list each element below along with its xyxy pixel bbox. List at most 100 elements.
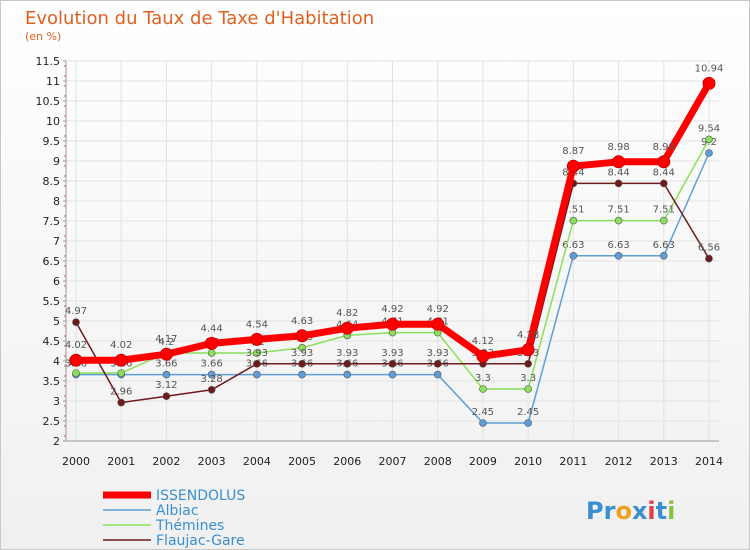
data-label: 4.63 xyxy=(291,316,313,327)
data-label: 4.02 xyxy=(110,340,132,351)
legend-label: ISSENDOLUS xyxy=(156,488,245,504)
x-tick-label: 2006 xyxy=(333,455,361,468)
x-tick-label: 2014 xyxy=(695,455,723,468)
svg-text:Proxiti: Proxiti xyxy=(586,497,675,525)
data-point xyxy=(253,349,261,357)
data-point xyxy=(298,359,306,368)
data-point xyxy=(614,216,623,225)
data-label: 3.66 xyxy=(155,359,177,370)
y-tick-label: 5 xyxy=(53,315,60,328)
data-point xyxy=(659,216,668,225)
y-tick-label: 10.5 xyxy=(36,95,61,108)
brand-letter: o xyxy=(615,497,632,525)
series-group: 3.663.663.663.663.663.663.663.663.662.45… xyxy=(65,63,723,427)
data-label: 6.63 xyxy=(653,240,675,251)
data-label: 3.28 xyxy=(201,374,223,385)
data-point xyxy=(521,343,535,357)
data-point xyxy=(659,252,668,260)
data-point xyxy=(569,216,578,225)
y-tick-label: 9 xyxy=(53,155,60,168)
data-point xyxy=(343,370,352,379)
y-tick-label: 5.5 xyxy=(43,295,61,308)
data-label: 3.3 xyxy=(520,373,536,384)
data-label: 8.98 xyxy=(607,142,629,153)
axes: 2 2.5 3 3.5 4 4.5 5 5.5 6 6.5 7 7.5 8 8.5 9 9.5 10 10.5 11… xyxy=(36,55,724,468)
chart-subtitle: (en %) xyxy=(25,30,61,43)
data-label: 4.28 xyxy=(517,330,539,341)
brand-logo: Proxiti xyxy=(586,497,675,525)
data-point xyxy=(253,370,261,379)
data-point xyxy=(705,149,713,157)
data-label: 7.51 xyxy=(562,205,584,216)
data-point xyxy=(433,359,442,368)
data-label: 3.93 xyxy=(427,348,449,359)
data-label: 3.66 xyxy=(201,359,223,370)
brand-letter: i xyxy=(667,497,675,525)
y-tick-label: 11.5 xyxy=(36,55,61,68)
data-point xyxy=(386,317,399,331)
data-point xyxy=(705,254,713,263)
data-label: 8.87 xyxy=(562,146,584,157)
data-point xyxy=(72,369,80,377)
data-point xyxy=(524,359,532,368)
data-label: 4.92 xyxy=(381,304,403,315)
data-point xyxy=(659,179,668,188)
x-tick-label: 2003 xyxy=(198,455,226,468)
data-label: 3.93 xyxy=(336,348,358,359)
x-tick-label: 2011 xyxy=(559,455,587,468)
data-label: 6.56 xyxy=(698,243,720,254)
x-tick-label: 2010 xyxy=(514,455,542,468)
data-point xyxy=(433,370,442,379)
y-tick-label: 4 xyxy=(53,355,60,368)
data-point xyxy=(614,179,623,188)
brand-letter: Pr xyxy=(586,497,616,525)
data-point xyxy=(298,370,306,379)
data-point xyxy=(657,155,671,169)
data-point xyxy=(566,159,580,173)
x-tick-label: 2008 xyxy=(424,455,452,468)
brand-letter: i xyxy=(647,497,655,525)
y-tick-label: 6 xyxy=(53,275,60,288)
legend-label: Thémines xyxy=(155,518,224,534)
y-tick-label: 3.5 xyxy=(43,375,61,388)
data-point xyxy=(476,349,490,363)
data-point xyxy=(479,419,487,427)
data-point xyxy=(159,347,173,361)
y-tick-label: 9.5 xyxy=(43,135,61,148)
data-label: 6.63 xyxy=(562,240,584,251)
data-label: 2.96 xyxy=(110,387,132,398)
data-point xyxy=(114,353,128,367)
x-tick-label: 2005 xyxy=(288,455,316,468)
data-point xyxy=(524,385,532,393)
data-label: 4.2 xyxy=(158,337,174,348)
data-label: 4.92 xyxy=(427,304,449,315)
data-point xyxy=(702,76,716,90)
y-tick-label: 2.5 xyxy=(43,415,61,428)
data-point xyxy=(295,329,309,343)
y-tick-label: 8.5 xyxy=(43,175,61,188)
y-tick-label: 4.5 xyxy=(43,335,61,348)
data-point xyxy=(431,317,445,331)
legend-label: Albiac xyxy=(156,503,199,519)
data-point xyxy=(117,369,126,377)
y-tick-label: 3 xyxy=(53,395,60,408)
brand-letter: t xyxy=(656,497,667,525)
data-point xyxy=(388,370,397,379)
data-point xyxy=(162,392,171,401)
data-point xyxy=(250,332,264,346)
data-point xyxy=(705,135,713,144)
x-tick-label: 2001 xyxy=(107,455,135,468)
data-point xyxy=(69,353,83,367)
y-tick-label: 7 xyxy=(53,235,60,248)
data-point xyxy=(253,359,261,368)
data-label: 2.45 xyxy=(472,407,494,418)
data-label: 4.82 xyxy=(336,308,358,319)
data-point xyxy=(614,252,623,260)
data-point xyxy=(343,359,352,368)
brand-letter: x xyxy=(632,497,648,525)
data-point xyxy=(612,155,626,169)
data-point xyxy=(162,370,171,379)
